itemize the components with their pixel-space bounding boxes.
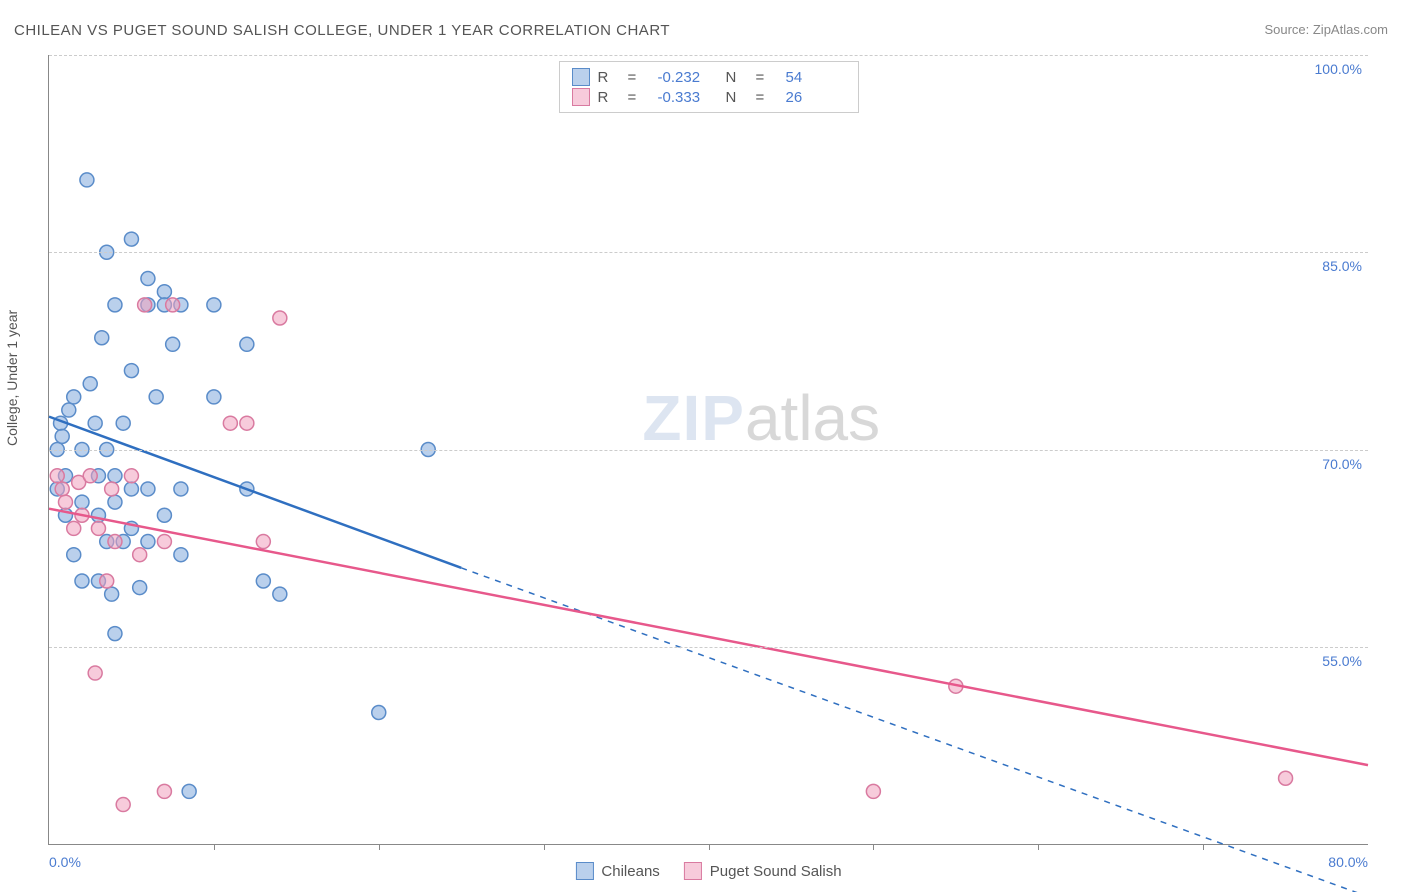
x-tick	[1038, 844, 1039, 850]
data-point	[95, 331, 109, 345]
data-point	[141, 535, 155, 549]
data-point	[149, 390, 163, 404]
legend-item: Puget Sound Salish	[684, 862, 842, 880]
x-tick-label: 0.0%	[49, 854, 81, 870]
data-point	[67, 521, 81, 535]
data-point	[138, 298, 152, 312]
data-point	[50, 469, 64, 483]
data-point	[256, 535, 270, 549]
data-point	[157, 508, 171, 522]
data-point	[174, 548, 188, 562]
data-point	[88, 416, 102, 430]
data-point	[108, 627, 122, 641]
legend-swatch	[575, 862, 593, 880]
data-point	[133, 548, 147, 562]
legend-swatch	[684, 862, 702, 880]
data-point	[83, 377, 97, 391]
data-point	[62, 403, 76, 417]
chart-title: CHILEAN VS PUGET SOUND SALISH COLLEGE, U…	[14, 22, 670, 39]
x-tick	[873, 844, 874, 850]
data-point	[223, 416, 237, 430]
plot-area: ZIPatlas R=-0.232N=54R=-0.333N=26 Chilea…	[48, 55, 1368, 845]
x-tick	[709, 844, 710, 850]
data-point	[207, 298, 221, 312]
data-point	[80, 173, 94, 187]
data-point	[1279, 771, 1293, 785]
data-point	[105, 482, 119, 496]
data-point	[240, 337, 254, 351]
y-axis-title: College, Under 1 year	[4, 310, 20, 446]
y-tick-label: 85.0%	[1322, 258, 1362, 274]
y-tick-label: 100.0%	[1315, 61, 1362, 77]
data-point	[124, 364, 138, 378]
data-point	[108, 495, 122, 509]
data-point	[116, 798, 130, 812]
data-point	[75, 495, 89, 509]
data-point	[166, 337, 180, 351]
data-point	[124, 469, 138, 483]
data-point	[55, 482, 69, 496]
data-point	[157, 535, 171, 549]
gridline	[49, 647, 1368, 648]
data-point	[133, 581, 147, 595]
data-point	[108, 535, 122, 549]
data-point	[174, 482, 188, 496]
data-point	[91, 521, 105, 535]
legend-label: Puget Sound Salish	[710, 863, 842, 880]
data-point	[157, 285, 171, 299]
data-point	[141, 272, 155, 286]
series-legend: Chileans Puget Sound Salish	[575, 862, 841, 880]
data-point	[207, 390, 221, 404]
source-attribution: Source: ZipAtlas.com	[1264, 22, 1388, 37]
data-point	[124, 232, 138, 246]
data-point	[141, 482, 155, 496]
data-point	[58, 495, 72, 509]
data-point	[182, 784, 196, 798]
data-point	[256, 574, 270, 588]
gridline	[49, 252, 1368, 253]
data-point	[124, 482, 138, 496]
x-tick	[379, 844, 380, 850]
data-point	[67, 548, 81, 562]
data-point	[372, 706, 386, 720]
data-point	[83, 469, 97, 483]
data-point	[88, 666, 102, 680]
data-point	[55, 429, 69, 443]
data-point	[105, 587, 119, 601]
trend-line	[49, 509, 1368, 765]
data-point	[108, 469, 122, 483]
y-tick-label: 55.0%	[1322, 653, 1362, 669]
data-point	[116, 416, 130, 430]
chart-container: CHILEAN VS PUGET SOUND SALISH COLLEGE, U…	[0, 0, 1406, 892]
data-point	[273, 311, 287, 325]
data-point	[240, 416, 254, 430]
data-point	[75, 574, 89, 588]
data-point	[866, 784, 880, 798]
gridline	[49, 55, 1368, 56]
x-tick	[1203, 844, 1204, 850]
gridline	[49, 450, 1368, 451]
data-point	[108, 298, 122, 312]
data-point	[100, 574, 114, 588]
legend-item: Chileans	[575, 862, 659, 880]
x-tick	[214, 844, 215, 850]
data-point	[157, 784, 171, 798]
data-point	[273, 587, 287, 601]
x-tick	[544, 844, 545, 850]
x-tick-label: 80.0%	[1328, 854, 1368, 870]
legend-label: Chileans	[601, 863, 659, 880]
data-point	[67, 390, 81, 404]
y-tick-label: 70.0%	[1322, 456, 1362, 472]
data-point	[166, 298, 180, 312]
